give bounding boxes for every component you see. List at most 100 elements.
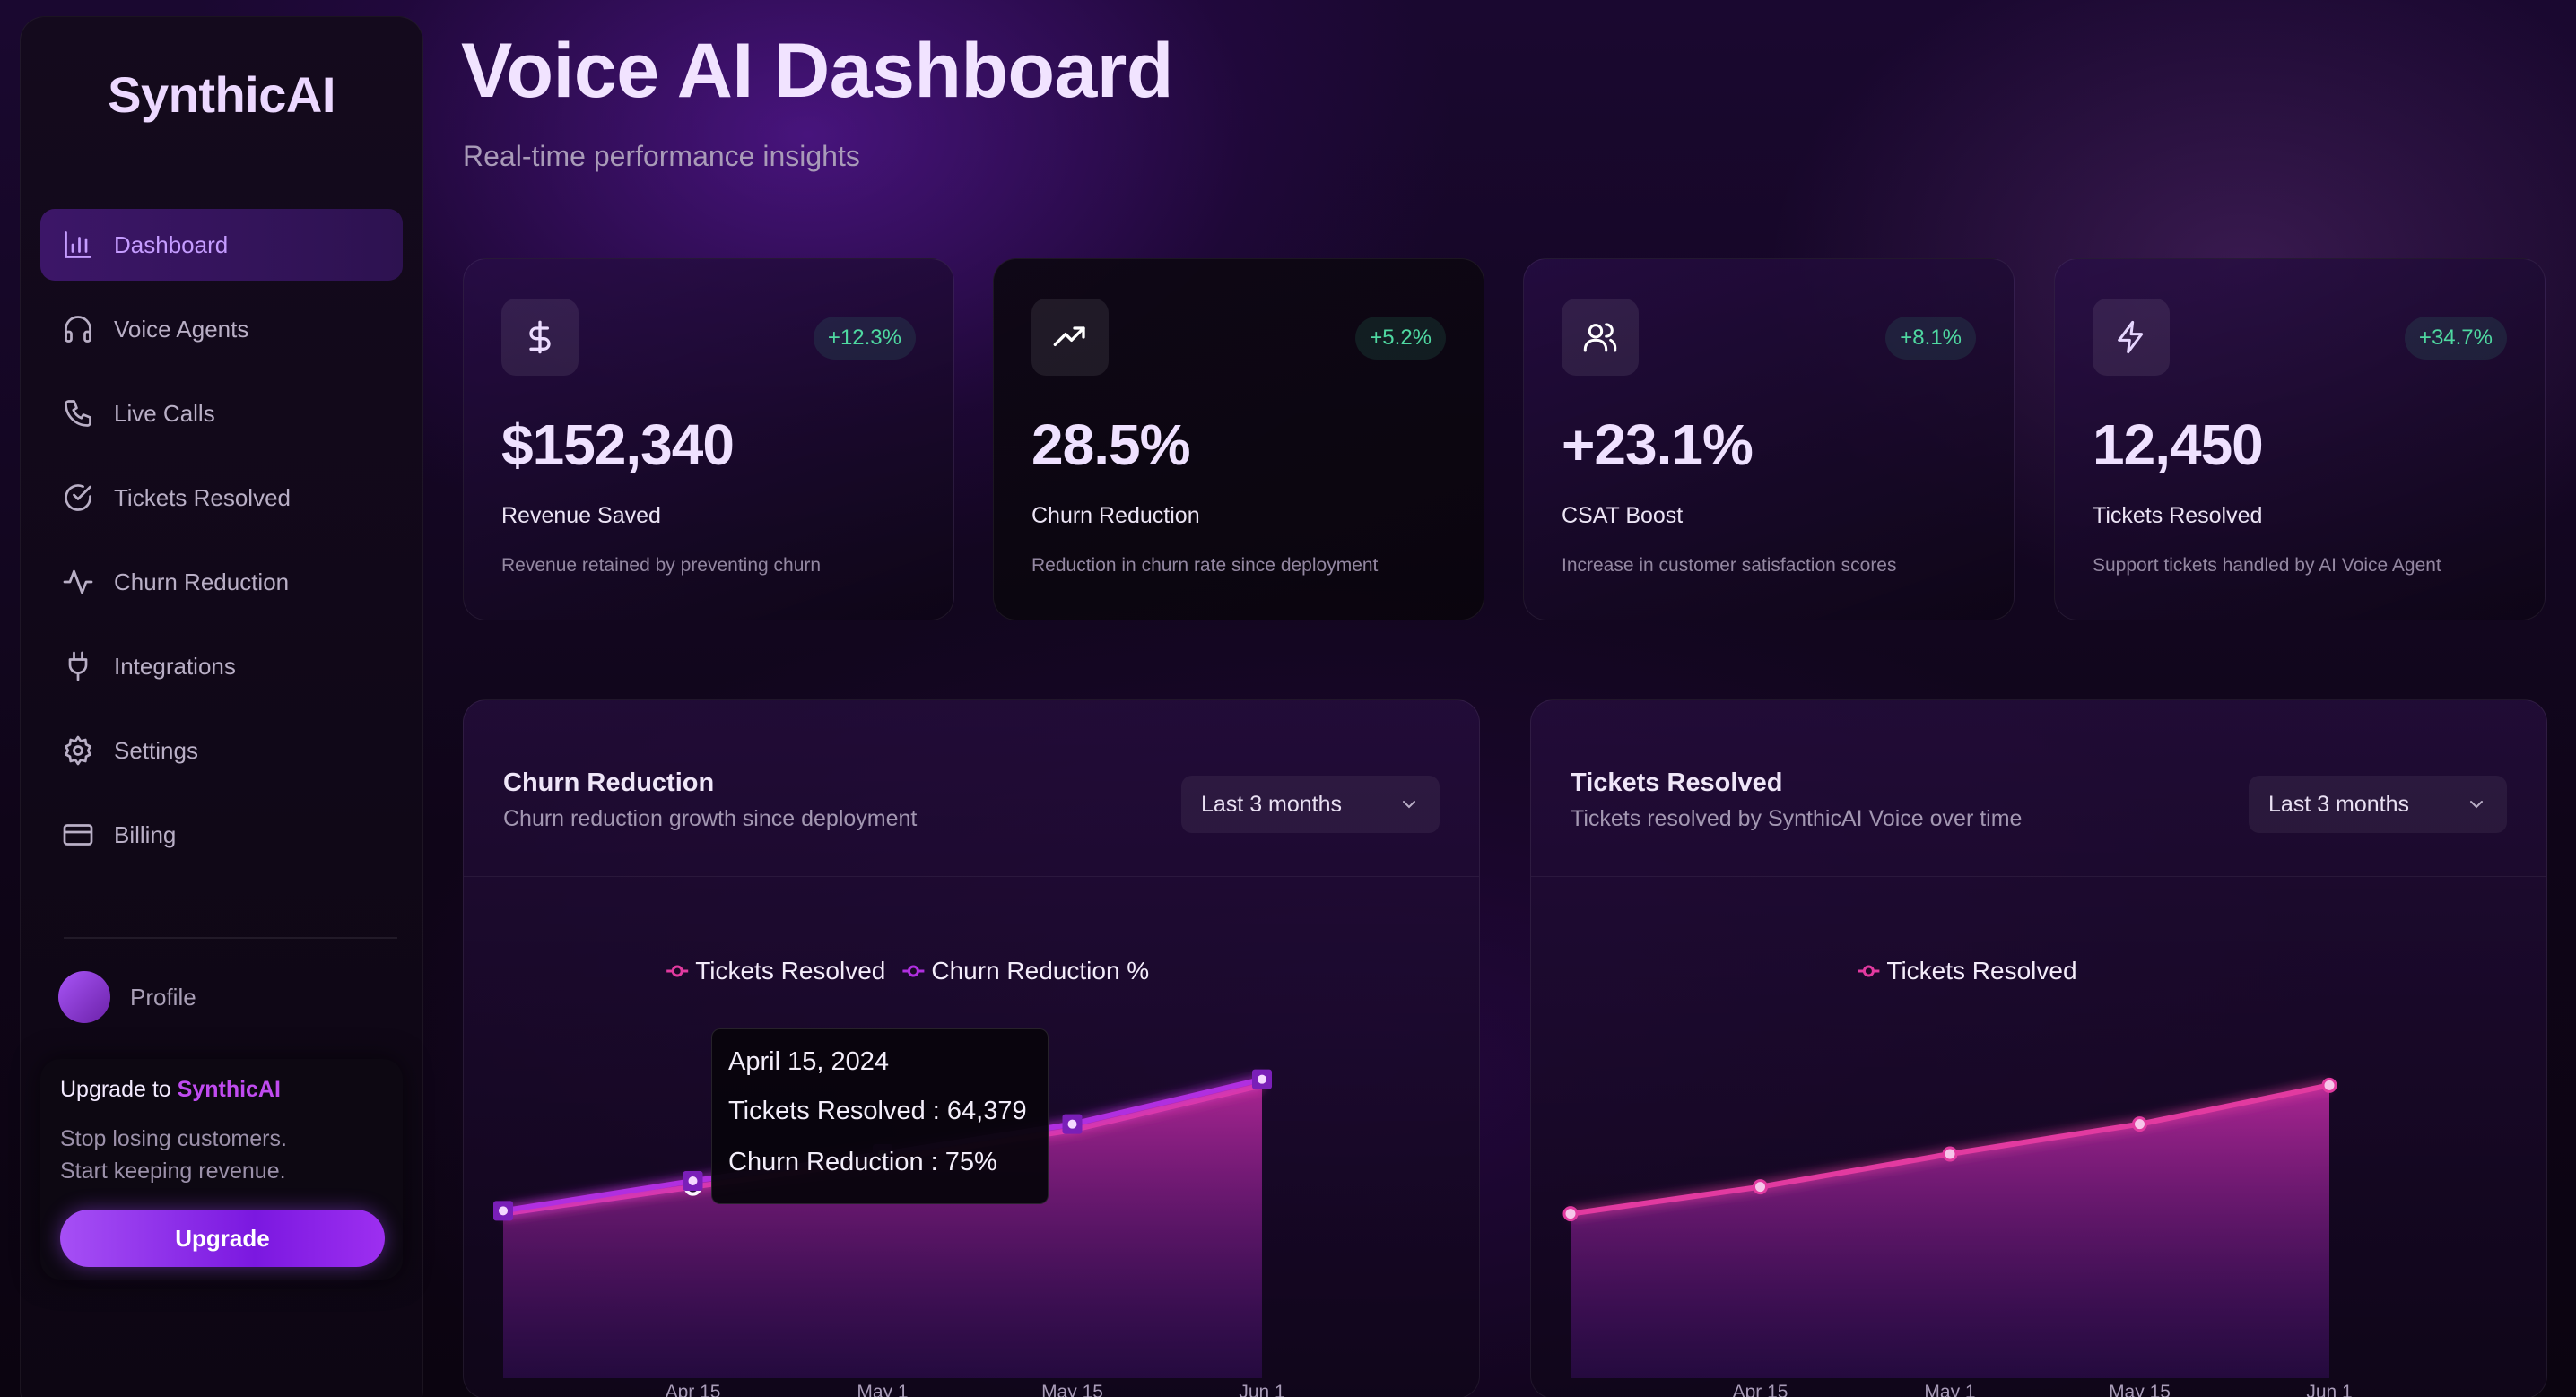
sidebar: SynthicAI Dashboard Voice Agents Live Ca… (20, 16, 423, 1397)
stat-icon-wrap (1562, 299, 1639, 376)
profile-label: Profile (130, 983, 196, 1011)
stat-card-tickets[interactable]: +34.7% 12,450 Tickets Resolved Support t… (2054, 258, 2546, 620)
stat-description: Support tickets handled by AI Voice Agen… (2093, 555, 2441, 576)
stat-description: Increase in customer satisfaction scores (1562, 555, 1897, 576)
change-badge: +8.1% (1885, 317, 1976, 360)
stat-value: +23.1% (1562, 412, 1754, 477)
sidebar-divider (64, 937, 397, 939)
tickets-chart[interactable]: Apr 15 May 1 May 15 Jun 1 Tickets Resolved (1531, 876, 2547, 1397)
data-point-dot (499, 1206, 508, 1216)
headphones-icon (65, 316, 91, 343)
stat-card-csat[interactable]: +8.1% +23.1% CSAT Boost Increase in cust… (1523, 258, 2015, 620)
x-tick-label: Jun 1 (2306, 1382, 2352, 1397)
sidebar-item-label: Integrations (114, 652, 236, 680)
chart-card-churn: Churn Reduction Churn reduction growth s… (463, 699, 1480, 1397)
x-tick-label: May 1 (1924, 1382, 1975, 1397)
legend-item[interactable]: Tickets Resolved (666, 957, 885, 985)
sidebar-item-label: Churn Reduction (114, 568, 290, 595)
page-title: Voice AI Dashboard (461, 28, 1173, 114)
stat-icon-wrap (1031, 299, 1109, 376)
area-fill (1571, 1085, 2329, 1378)
data-point[interactable] (1942, 1146, 1958, 1162)
sidebar-item-label: Settings (114, 736, 198, 764)
area-fill (503, 1079, 1262, 1378)
trending-up-icon (1053, 326, 1085, 346)
x-tick-label: May 1 (857, 1382, 908, 1397)
chevron-down-icon (1403, 801, 1415, 809)
lightning-icon (2118, 320, 2144, 354)
data-point-dot (1258, 1074, 1266, 1084)
sidebar-item-label: Voice Agents (114, 315, 249, 343)
upgrade-line-2: Start keeping revenue. (60, 1158, 286, 1184)
range-select-value: Last 3 months (2268, 791, 2410, 817)
stat-description: Revenue retained by preventing churn (501, 555, 822, 576)
upgrade-line-1: Stop losing customers. (60, 1126, 287, 1151)
sidebar-item-label: Dashboard (114, 230, 229, 258)
stat-value: 12,450 (2093, 412, 2264, 477)
profile-link[interactable]: Profile (58, 971, 196, 1023)
legend-label: Churn Reduction % (931, 957, 1149, 985)
sidebar-nav: Dashboard Voice Agents Live Calls Ticket… (40, 209, 403, 883)
sidebar-item-churn-reduction[interactable]: Churn Reduction (40, 546, 403, 618)
data-point[interactable] (2132, 1116, 2147, 1132)
stat-card-churn[interactable]: +5.2% 28.5% Churn Reduction Reduction in… (993, 258, 1484, 620)
upgrade-card: Upgrade to SynthicAI Stop losing custome… (40, 1059, 403, 1280)
sidebar-item-dashboard[interactable]: Dashboard (40, 209, 403, 281)
x-tick-label: May 15 (1041, 1382, 1103, 1397)
x-tick-label: Apr 15 (1733, 1382, 1788, 1397)
gear-icon (65, 735, 91, 766)
check-circle-icon (65, 484, 91, 511)
phone-icon (65, 400, 91, 427)
range-select[interactable]: Last 3 months (1181, 776, 1440, 833)
upgrade-button[interactable]: Upgrade (60, 1210, 385, 1267)
upgrade-title-brand: SynthicAI (177, 1077, 281, 1102)
x-tick-label: May 15 (2109, 1382, 2171, 1397)
chart-card-tickets: Tickets Resolved Tickets resolved by Syn… (1530, 699, 2547, 1397)
data-point[interactable] (1562, 1206, 1579, 1222)
stat-description: Reduction in churn rate since deployment (1031, 555, 1379, 576)
activity-icon (63, 569, 93, 594)
sidebar-item-integrations[interactable]: Integrations (40, 630, 403, 702)
brand-logo[interactable]: SynthicAI (108, 66, 335, 123)
stat-label: CSAT Boost (1562, 503, 1684, 528)
chart-subtitle: Tickets resolved by SynthicAI Voice over… (1571, 806, 2023, 831)
legend-item[interactable]: Churn Reduction % (902, 957, 1149, 985)
bar-chart-icon (65, 231, 91, 258)
sidebar-item-voice-agents[interactable]: Voice Agents (40, 293, 403, 365)
chart-divider (1531, 876, 2546, 877)
upgrade-text: Stop losing customers. Start keeping rev… (60, 1123, 383, 1187)
change-badge: +34.7% (2404, 317, 2507, 360)
sidebar-item-live-calls[interactable]: Live Calls (40, 377, 403, 449)
chart-tooltip: April 15, 2024 Tickets Resolved : 64,379… (711, 1028, 1049, 1204)
stat-label: Tickets Resolved (2093, 503, 2263, 528)
sidebar-item-settings[interactable]: Settings (40, 715, 403, 786)
sidebar-item-label: Tickets Resolved (114, 483, 291, 511)
avatar (58, 971, 110, 1023)
change-badge: +5.2% (1355, 317, 1446, 360)
sidebar-item-billing[interactable]: Billing (40, 799, 403, 871)
sidebar-item-label: Billing (114, 820, 177, 848)
sidebar-item-tickets-resolved[interactable]: Tickets Resolved (40, 462, 403, 534)
legend-item[interactable]: Tickets Resolved (1858, 957, 2077, 985)
chart-divider (464, 876, 1479, 877)
change-badge: +12.3% (813, 317, 916, 360)
credit-card-icon (63, 824, 93, 846)
legend-label: Tickets Resolved (1886, 957, 2076, 985)
data-point[interactable] (1753, 1179, 1768, 1195)
range-select-value: Last 3 months (1201, 791, 1343, 817)
chart-title: Tickets Resolved (1571, 768, 1783, 797)
data-point[interactable] (2321, 1077, 2337, 1093)
range-select[interactable]: Last 3 months (2249, 776, 2507, 833)
stat-label: Revenue Saved (501, 503, 661, 528)
stat-card-revenue[interactable]: +12.3% $152,340 Revenue Saved Revenue re… (463, 258, 954, 620)
stat-icon-wrap (2093, 299, 2170, 376)
tooltip-date: April 15, 2024 (728, 1047, 889, 1076)
x-tick-label: Apr 15 (666, 1382, 721, 1397)
data-point-dot (688, 1176, 698, 1185)
plug-icon (68, 651, 88, 681)
x-tick-label: Jun 1 (1239, 1382, 1284, 1397)
chart-title: Churn Reduction (503, 768, 715, 797)
stat-label: Churn Reduction (1031, 503, 1200, 528)
legend-label: Tickets Resolved (695, 957, 885, 985)
stat-icon-wrap (501, 299, 579, 376)
